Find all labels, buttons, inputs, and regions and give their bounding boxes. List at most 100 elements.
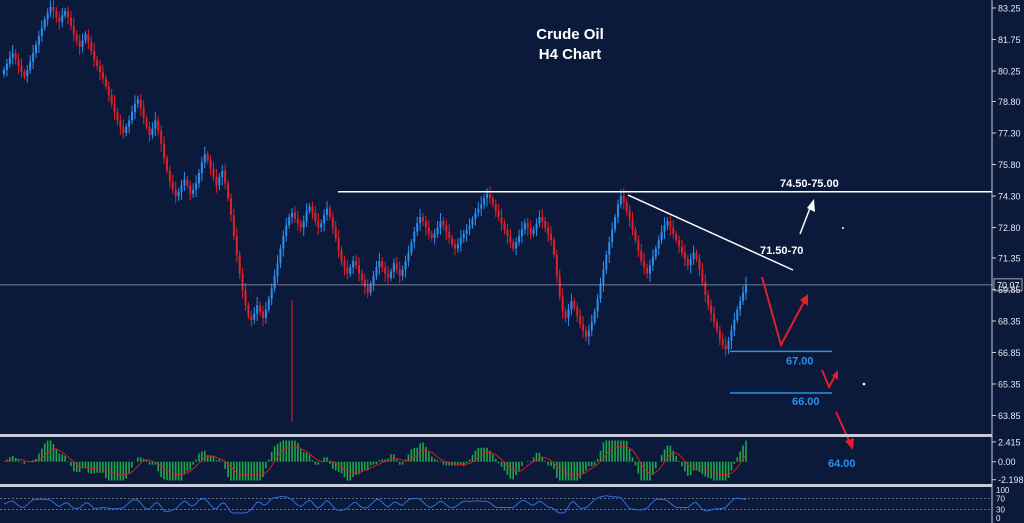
support-label-2: 66.00 [792, 396, 820, 408]
candle-body [663, 225, 666, 232]
candle-body [640, 250, 643, 262]
candle-body [398, 269, 401, 276]
candle-body [119, 120, 122, 127]
candle-body [229, 198, 232, 215]
up-arrow-head [807, 199, 815, 212]
candle-body [296, 219, 299, 224]
candle-body [215, 177, 218, 186]
tick-label: 81.75 [998, 35, 1021, 45]
candle-body [264, 309, 267, 318]
candle-body [733, 319, 736, 331]
candle-body [200, 162, 203, 173]
candle-body [712, 313, 715, 323]
candle-body [727, 340, 730, 350]
candle-body [486, 193, 489, 199]
candle-body [288, 217, 291, 226]
candle-body [401, 269, 404, 276]
candle-body [616, 204, 619, 218]
candle-body [651, 256, 654, 266]
bounce-arrow-head [832, 370, 838, 380]
candle-body [660, 231, 663, 241]
down-arrow-head [845, 438, 854, 450]
panel-separator [0, 434, 992, 437]
candle-body [680, 246, 683, 253]
candle-body [445, 225, 448, 232]
tick-label: 83.25 [998, 4, 1021, 14]
macd-signal-line [3, 446, 747, 476]
tick-label: 71.35 [998, 253, 1021, 263]
candle-body [646, 267, 649, 274]
candle-body [390, 271, 393, 278]
candle-body [218, 177, 221, 186]
candle-body [558, 275, 561, 297]
candle-body [163, 143, 166, 159]
candle-body [232, 214, 235, 236]
candle-body [477, 208, 480, 213]
candle-body [587, 330, 590, 337]
candle-body [634, 229, 637, 241]
candle-body [529, 227, 532, 234]
chart-subtitle: H4 Chart [538, 46, 602, 63]
panel-separator [0, 484, 992, 487]
candle-body [541, 217, 544, 222]
candle-body [701, 269, 704, 283]
candle-body [116, 111, 119, 121]
candles-group [3, 0, 747, 422]
candle-body [564, 311, 567, 318]
candle-body [550, 233, 553, 241]
candle-body [142, 107, 145, 119]
candle-body [416, 223, 419, 232]
candle-body [363, 280, 366, 287]
candle-body [61, 15, 64, 22]
candle-body [110, 95, 113, 104]
candle-body [590, 322, 593, 331]
candle-body [55, 11, 58, 18]
candle-body [29, 61, 32, 70]
candle-body [730, 330, 733, 341]
candle-body [23, 72, 26, 77]
candle-body [87, 34, 90, 43]
candle-body [267, 298, 270, 310]
projection-path [761, 276, 807, 348]
tick-label: 66.85 [998, 348, 1021, 358]
candle-body [488, 193, 491, 199]
candle-body [710, 305, 713, 314]
candle-body [366, 286, 369, 293]
candle-body [125, 126, 128, 133]
candle-body [689, 259, 692, 266]
candle-body [139, 99, 142, 108]
candle-body [299, 223, 302, 228]
candle-body [180, 185, 183, 192]
candle-body [567, 309, 570, 318]
candle-body [497, 210, 500, 218]
support-label-1: 67.00 [786, 355, 814, 367]
candle-body [622, 195, 625, 203]
candle-body [308, 206, 311, 211]
candle-body [459, 238, 462, 245]
rsi-line [3, 495, 747, 514]
candle-body [520, 229, 523, 236]
candle-body [637, 240, 640, 251]
tick-label: 74.30 [998, 191, 1021, 201]
candle-body [430, 233, 433, 239]
tick-label: 72.80 [998, 223, 1021, 233]
candle-body [611, 229, 614, 243]
candle-body [35, 44, 38, 54]
candle-body [253, 313, 256, 320]
candle-body [739, 301, 742, 310]
candle-body [448, 231, 451, 239]
candle-body [113, 103, 116, 112]
down-arrow-shaft [835, 411, 852, 446]
candle-body [261, 311, 264, 318]
candle-body [576, 307, 579, 316]
candle-body [451, 238, 454, 245]
candle-body [387, 273, 390, 278]
candle-body [532, 229, 535, 234]
candle-body [506, 229, 509, 236]
macd-tick-label: 2.415 [998, 437, 1021, 447]
candle-body [512, 242, 515, 249]
candle-body [157, 120, 160, 131]
candle-body [483, 198, 486, 205]
candle-body [171, 181, 174, 190]
candle-body [555, 254, 558, 276]
